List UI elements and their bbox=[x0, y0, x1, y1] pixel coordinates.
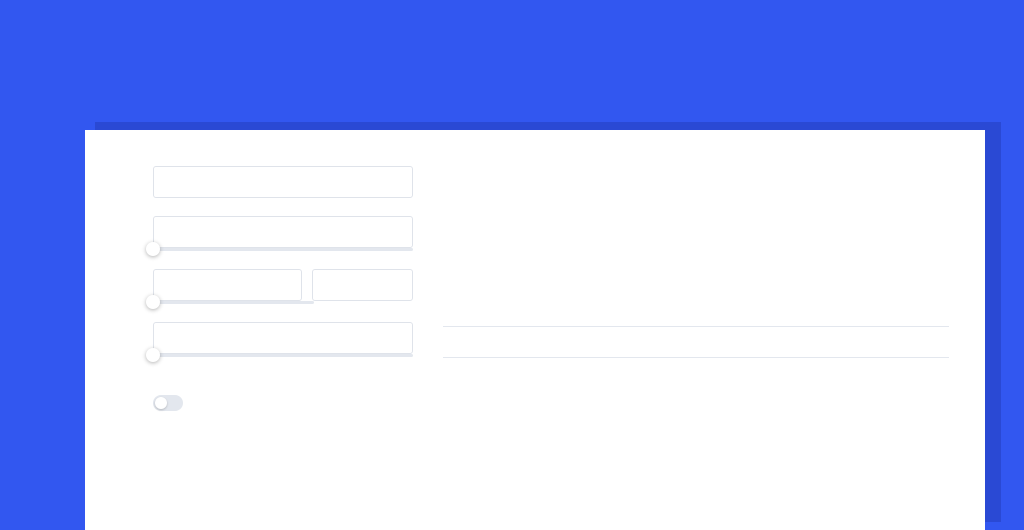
down-payment-input[interactable] bbox=[153, 269, 302, 301]
home-price-slider-handle[interactable] bbox=[146, 242, 160, 256]
field-zip bbox=[153, 166, 413, 198]
breakdown-panel bbox=[413, 160, 949, 530]
down-payment-pct-input[interactable] bbox=[312, 269, 413, 301]
down-payment-slider[interactable] bbox=[153, 301, 314, 304]
amortization-section bbox=[443, 357, 949, 372]
form-panel bbox=[153, 160, 413, 530]
down-payment-slider-handle[interactable] bbox=[146, 295, 160, 309]
interest-slider[interactable] bbox=[153, 354, 413, 357]
donut-container bbox=[443, 174, 949, 304]
payment-donut bbox=[631, 174, 761, 304]
page-title bbox=[0, 0, 1024, 76]
donut-center bbox=[631, 174, 761, 304]
zip-input[interactable] bbox=[153, 166, 413, 198]
total-row bbox=[443, 326, 949, 347]
home-price-input[interactable] bbox=[153, 216, 413, 248]
field-home-price bbox=[153, 216, 413, 251]
veteran-toggle-knob bbox=[155, 397, 167, 409]
veteran-row bbox=[153, 395, 413, 411]
veteran-toggle[interactable] bbox=[153, 395, 183, 411]
field-down-payment bbox=[153, 269, 413, 304]
calculator-card bbox=[85, 130, 985, 530]
home-price-slider[interactable] bbox=[153, 248, 413, 251]
interest-slider-handle[interactable] bbox=[146, 348, 160, 362]
field-interest bbox=[153, 322, 413, 357]
interest-input[interactable] bbox=[153, 322, 413, 354]
